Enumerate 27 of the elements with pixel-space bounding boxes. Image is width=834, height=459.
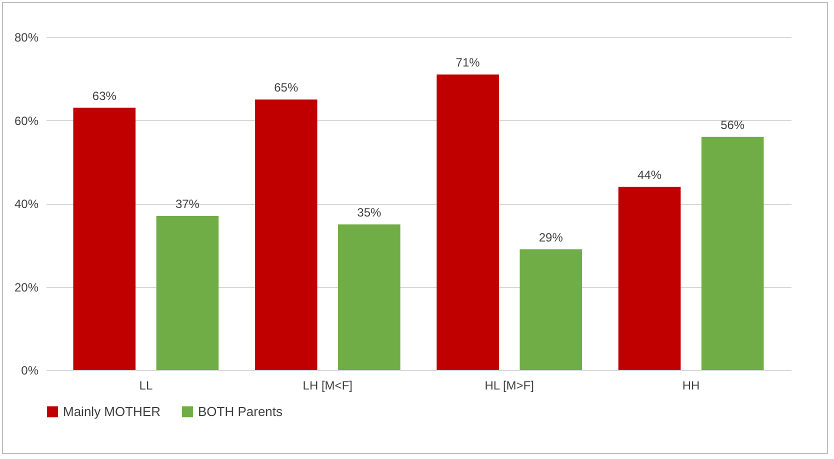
- data-label: 37%: [175, 196, 200, 211]
- bar: [520, 249, 582, 370]
- y-tick-label: 60%: [14, 114, 39, 128]
- x-tick-label: LH [M<F]: [302, 378, 352, 392]
- legend-label: Mainly MOTHER: [63, 404, 161, 419]
- data-label: 56%: [720, 118, 745, 132]
- data-label: 35%: [357, 205, 382, 220]
- data-label: 63%: [92, 88, 117, 103]
- bar: [254, 99, 318, 370]
- y-tick-label: 80%: [14, 30, 39, 44]
- data-label: 65%: [274, 80, 298, 94]
- bar: [338, 224, 400, 370]
- data-label: 29%: [538, 230, 564, 244]
- y-tick-label: 20%: [14, 280, 39, 294]
- bar: [73, 108, 136, 370]
- legend-label: BOTH Parents: [198, 404, 284, 419]
- bar: [156, 216, 219, 370]
- bar: [436, 74, 499, 370]
- x-tick-label: LL: [139, 378, 153, 392]
- y-tick-label: 40%: [14, 197, 39, 211]
- data-label: 44%: [638, 168, 662, 182]
- x-tick-label: HL [M>F]: [484, 378, 534, 392]
- bar: [701, 136, 764, 370]
- data-label: 71%: [456, 55, 480, 70]
- y-tick-label: 0%: [21, 364, 39, 378]
- bar: [618, 186, 681, 370]
- x-tick-label: HH: [682, 378, 700, 392]
